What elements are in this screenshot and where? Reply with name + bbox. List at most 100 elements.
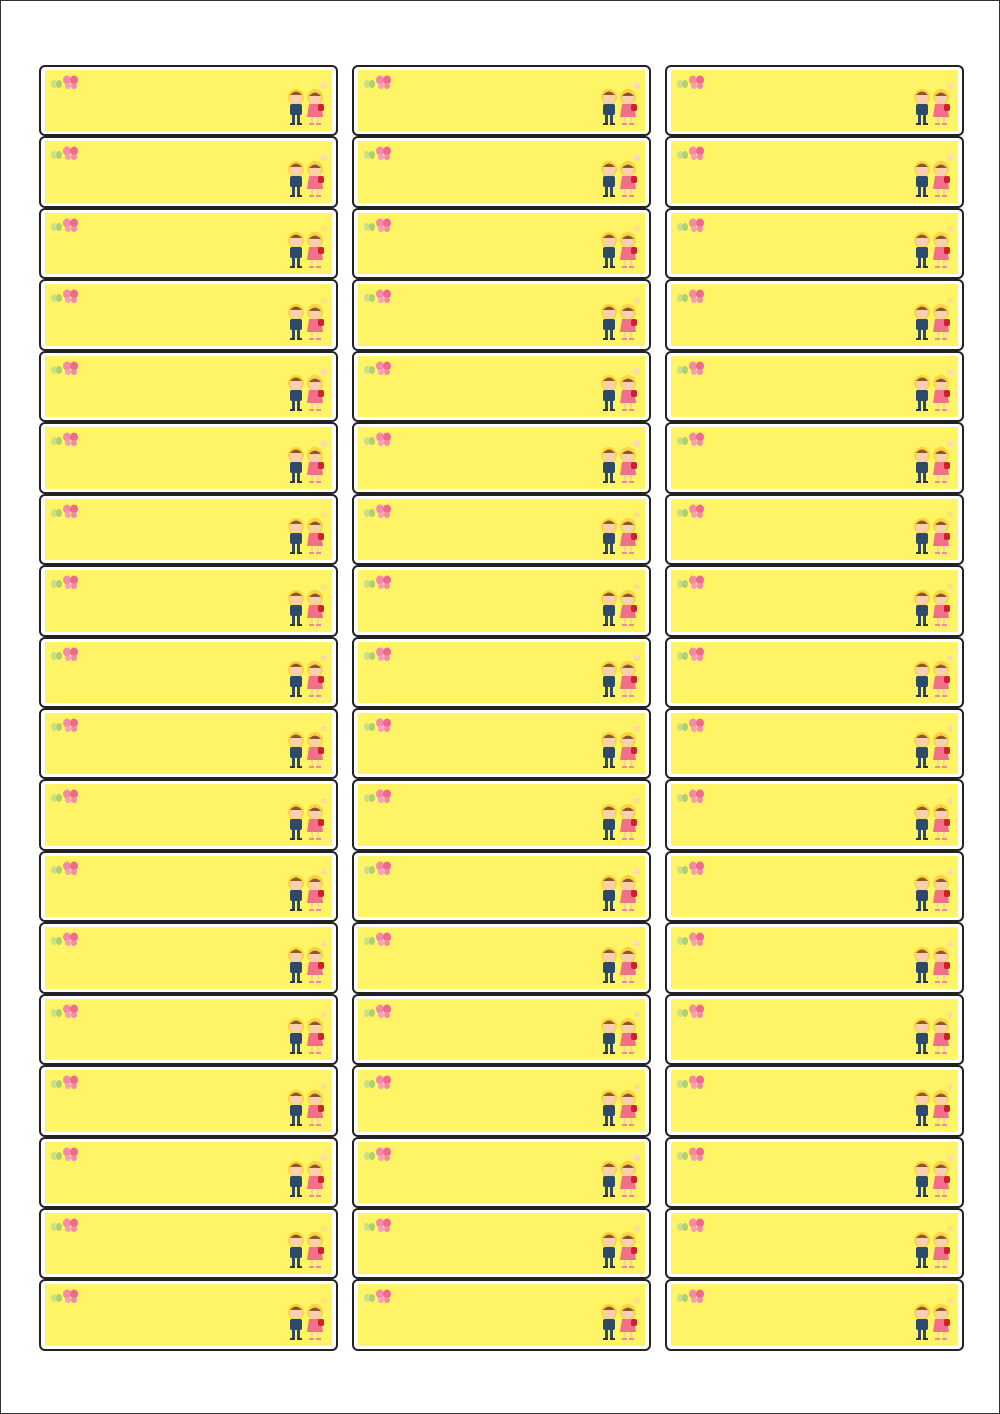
- label-background: ✲: [358, 284, 645, 346]
- butterfly-icon: [51, 718, 78, 732]
- name-label[interactable]: ✲: [39, 1279, 338, 1351]
- label-background: ✲: [45, 284, 332, 346]
- name-label[interactable]: ✲: [39, 136, 338, 208]
- name-label[interactable]: ✲: [352, 422, 651, 494]
- name-label[interactable]: ✲: [39, 993, 338, 1066]
- svg-text:✲: ✲: [320, 582, 328, 592]
- name-label[interactable]: ✲: [352, 993, 651, 1066]
- label-background: ✲: [671, 1213, 958, 1275]
- name-label[interactable]: ✲: [665, 636, 964, 708]
- name-label[interactable]: ✲: [665, 922, 964, 994]
- butterfly-icon: [364, 1147, 391, 1161]
- name-label[interactable]: ✲: [665, 850, 964, 923]
- svg-text:✲: ✲: [320, 439, 328, 449]
- label-background: ✲: [671, 284, 958, 346]
- name-label[interactable]: ✲: [352, 65, 651, 137]
- name-label[interactable]: ✲: [39, 779, 338, 851]
- name-label[interactable]: ✲: [352, 350, 651, 423]
- label-background: ✲: [671, 998, 958, 1061]
- butterfly-icon: [677, 75, 704, 89]
- butterfly-icon: [364, 861, 391, 875]
- name-label[interactable]: ✲: [39, 493, 338, 566]
- name-label[interactable]: ✲: [352, 922, 651, 994]
- label-background: ✲: [45, 212, 332, 275]
- butterfly-icon: [364, 1289, 391, 1304]
- name-label[interactable]: ✲: [665, 1208, 964, 1280]
- school-kids-illustration: ✲: [601, 1153, 641, 1197]
- name-label[interactable]: ✲: [39, 1136, 338, 1208]
- name-label[interactable]: ✲: [665, 1065, 964, 1137]
- label-background: ✲: [45, 1070, 332, 1132]
- school-kids-illustration: ✲: [288, 153, 328, 197]
- name-label[interactable]: ✲: [39, 565, 338, 637]
- svg-text:✲: ✲: [946, 439, 954, 449]
- school-kids-illustration: ✲: [601, 367, 641, 412]
- butterfly-icon: [364, 932, 391, 947]
- name-label[interactable]: ✲: [352, 707, 651, 780]
- name-label[interactable]: ✲: [352, 565, 651, 637]
- label-background: ✲: [45, 855, 332, 918]
- school-kids-illustration: ✲: [601, 439, 641, 483]
- name-label[interactable]: ✲: [665, 279, 964, 351]
- svg-text:✲: ✲: [946, 81, 954, 91]
- name-label[interactable]: ✲: [39, 350, 338, 423]
- name-label[interactable]: ✲: [39, 207, 338, 280]
- name-label[interactable]: ✲: [352, 1208, 651, 1280]
- name-label[interactable]: ✲: [39, 707, 338, 780]
- name-label[interactable]: ✲: [665, 565, 964, 637]
- school-kids-illustration: ✲: [914, 1153, 954, 1197]
- name-label[interactable]: ✲: [352, 207, 651, 280]
- school-kids-illustration: ✲: [914, 867, 954, 912]
- school-kids-illustration: ✲: [914, 1082, 954, 1126]
- butterfly-icon: [51, 1075, 78, 1090]
- svg-text:✲: ✲: [320, 653, 328, 663]
- svg-text:✲: ✲: [320, 724, 328, 734]
- name-label[interactable]: ✲: [352, 279, 651, 351]
- name-label[interactable]: ✲: [665, 493, 964, 566]
- name-label[interactable]: ✲: [39, 636, 338, 708]
- name-label[interactable]: ✲: [352, 136, 651, 208]
- name-label[interactable]: ✲: [665, 350, 964, 423]
- school-kids-illustration: ✲: [601, 1082, 641, 1126]
- butterfly-icon: [364, 504, 391, 518]
- butterfly-icon: [364, 146, 391, 161]
- label-background: ✲: [45, 1213, 332, 1275]
- name-label[interactable]: ✲: [665, 993, 964, 1066]
- name-label[interactable]: ✲: [39, 1208, 338, 1280]
- name-label[interactable]: ✲: [665, 1136, 964, 1208]
- name-label[interactable]: ✲: [665, 779, 964, 851]
- butterfly-icon: [51, 1147, 78, 1161]
- butterfly-icon: [677, 1075, 704, 1090]
- name-label[interactable]: ✲: [665, 207, 964, 280]
- name-label[interactable]: ✲: [39, 65, 338, 137]
- butterfly-icon: [677, 718, 704, 732]
- name-label[interactable]: ✲: [352, 493, 651, 566]
- name-label[interactable]: ✲: [39, 850, 338, 923]
- name-label[interactable]: ✲: [39, 922, 338, 994]
- name-label[interactable]: ✲: [665, 707, 964, 780]
- label-background: ✲: [45, 998, 332, 1061]
- svg-text:✲: ✲: [320, 296, 328, 306]
- name-label[interactable]: ✲: [352, 1136, 651, 1208]
- label-background: ✲: [45, 427, 332, 489]
- name-label[interactable]: ✲: [665, 1279, 964, 1351]
- school-kids-illustration: ✲: [914, 439, 954, 483]
- school-kids-illustration: ✲: [601, 1296, 641, 1340]
- name-label[interactable]: ✲: [352, 1065, 651, 1137]
- name-label[interactable]: ✲: [39, 422, 338, 494]
- butterfly-icon: [51, 1004, 78, 1018]
- name-label[interactable]: ✲: [39, 1065, 338, 1137]
- school-kids-illustration: ✲: [914, 1224, 954, 1269]
- name-label[interactable]: ✲: [352, 636, 651, 708]
- name-label[interactable]: ✲: [39, 279, 338, 351]
- label-background: ✲: [45, 1284, 332, 1346]
- name-label[interactable]: ✲: [352, 1279, 651, 1351]
- name-label[interactable]: ✲: [665, 65, 964, 137]
- school-kids-illustration: ✲: [601, 796, 641, 840]
- name-label[interactable]: ✲: [352, 779, 651, 851]
- name-label[interactable]: ✲: [665, 422, 964, 494]
- name-label[interactable]: ✲: [352, 850, 651, 923]
- name-label[interactable]: ✲: [665, 136, 964, 208]
- label-background: ✲: [671, 498, 958, 561]
